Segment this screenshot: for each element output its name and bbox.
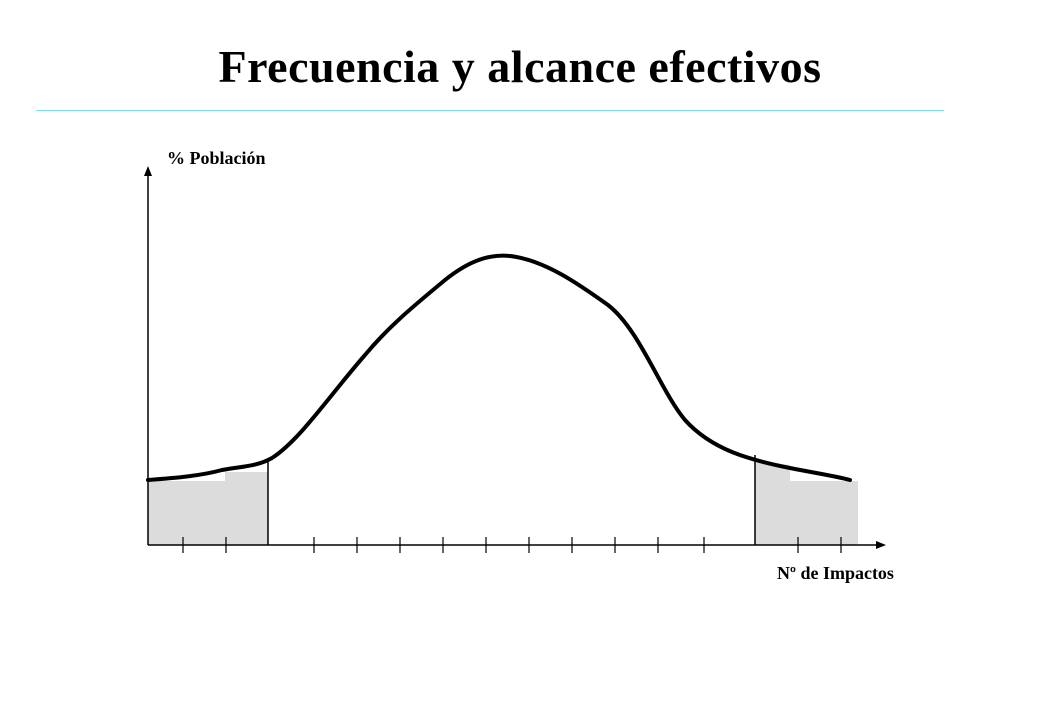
x-axis-label: Nº de Impactos	[777, 563, 894, 583]
y-axis-label: % Población	[167, 148, 266, 168]
shaded-region-right	[754, 455, 858, 545]
x-axis	[148, 541, 886, 549]
x-axis-ticks	[182, 537, 842, 553]
shaded-region-left	[148, 460, 269, 545]
distribution-curve	[146, 253, 852, 482]
y-axis	[144, 166, 152, 545]
slide-title: Frecuencia y alcance efectivos	[218, 41, 822, 92]
title-divider	[36, 110, 944, 111]
